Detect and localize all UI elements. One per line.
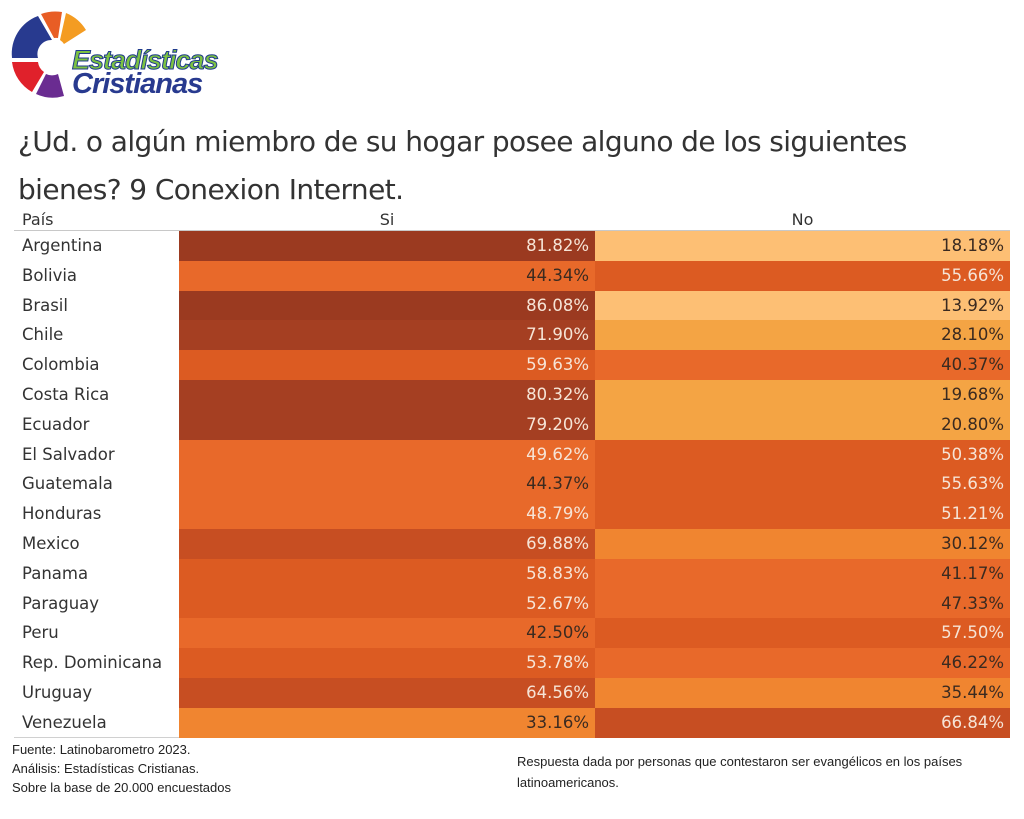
footer-note: Respuesta dada por personas que contesta…: [517, 754, 963, 790]
country-label: Mexico: [22, 533, 80, 553]
logo-text-line1: Estadísticas: [72, 45, 220, 76]
country-label: Brasil: [22, 295, 68, 315]
si-cell: 48.79%: [179, 499, 595, 529]
no-cell: 35.44%: [595, 677, 1010, 708]
si-cell: 71.90%: [179, 320, 595, 351]
column-header-no: No: [791, 210, 814, 229]
country-label: Chile: [22, 325, 64, 345]
header-divider: [14, 230, 1010, 231]
column-header-si: Si: [379, 210, 395, 229]
si-cell: 79.20%: [179, 409, 595, 440]
column-header-country: País: [22, 210, 54, 229]
no-cell: 28.10%: [595, 320, 1010, 351]
table-row: Rep. Dominicana 53.78% 46.22%: [14, 648, 1010, 678]
si-cell: 64.56%: [179, 677, 595, 708]
no-cell: 55.63%: [595, 469, 1010, 500]
table-row: Peru 42.50% 57.50%: [14, 618, 1010, 649]
table-row: Argentina 81.82% 18.18%: [14, 231, 1010, 261]
si-cell: 53.78%: [179, 648, 595, 678]
logo-ring-icon: [11, 11, 86, 98]
table-row: Colombia 59.63% 40.37%: [14, 350, 1010, 380]
table-row: Guatemala 44.37% 55.63%: [14, 469, 1010, 500]
si-cell: 42.50%: [179, 618, 595, 649]
table-row: Honduras 48.79% 51.21%: [14, 499, 1010, 529]
no-cell: 46.22%: [595, 648, 1010, 678]
logo: Estadísticas Cristianas: [8, 8, 278, 100]
si-cell: 81.82%: [179, 231, 595, 261]
no-cell: 40.37%: [595, 350, 1010, 380]
si-cell: 69.88%: [179, 528, 595, 559]
si-cell: 58.83%: [179, 558, 595, 589]
data-table: Argentina 81.82% 18.18% Bolivia 44.34% 55.66%…: [14, 231, 1010, 738]
country-label: Rep. Dominicana: [22, 653, 163, 673]
no-cell: 30.12%: [595, 528, 1010, 559]
no-cell: 57.50%: [595, 618, 1010, 649]
country-label: Uruguay: [22, 682, 93, 702]
table-row: Panama 58.83% 41.17%: [14, 558, 1010, 589]
country-label: Venezuela: [22, 712, 107, 732]
country-label: Guatemala: [22, 474, 113, 494]
country-label: Bolivia: [22, 265, 78, 285]
no-cell: 50.38%: [595, 439, 1010, 470]
footer-base: Sobre la base de 20.000 encuestados: [12, 780, 232, 795]
footer-analysis: Análisis: Estadísticas Cristianas.: [12, 761, 200, 776]
si-cell: 52.67%: [179, 588, 595, 619]
si-cell: 49.62%: [179, 439, 595, 470]
si-cell: 86.08%: [179, 290, 595, 321]
no-cell: 18.18%: [595, 231, 1010, 261]
country-label: Honduras: [22, 504, 102, 524]
table-row: El Salvador 49.62% 50.38%: [14, 439, 1010, 470]
table-row: Mexico 69.88% 30.12%: [14, 528, 1010, 559]
table-row: Uruguay 64.56% 35.44%: [14, 677, 1010, 708]
table-row: Venezuela 33.16% 66.84%: [14, 707, 1010, 738]
bottom-divider: [14, 737, 179, 738]
logo-text-line2: Cristianas: [72, 68, 203, 100]
no-cell: 51.21%: [595, 499, 1010, 529]
table-row: Costa Rica 80.32% 19.68%: [14, 379, 1010, 410]
footer-left: Fuente: Latinobarometro 2023. Análisis: …: [12, 740, 231, 797]
country-label: Costa Rica: [22, 384, 110, 404]
table-row: Ecuador 79.20% 20.80%: [14, 409, 1010, 440]
table-row: Bolivia 44.34% 55.66%: [14, 260, 1010, 291]
chart-title: ¿Ud. o algún miembro de su hogar posee a…: [18, 125, 907, 206]
si-cell: 44.34%: [179, 260, 595, 291]
country-label: Ecuador: [22, 414, 90, 434]
si-cell: 33.16%: [179, 707, 595, 738]
no-cell: 13.92%: [595, 290, 1010, 321]
no-cell: 19.68%: [595, 379, 1010, 410]
si-cell: 59.63%: [179, 350, 595, 380]
no-cell: 41.17%: [595, 558, 1010, 589]
country-label: Colombia: [22, 355, 100, 375]
no-cell: 66.84%: [595, 707, 1010, 738]
si-cell: 80.32%: [179, 379, 595, 410]
country-label: El Salvador: [22, 444, 115, 464]
country-label: Panama: [22, 563, 89, 583]
no-cell: 47.33%: [595, 588, 1010, 619]
country-label: Argentina: [22, 236, 103, 255]
country-label: Paraguay: [22, 593, 100, 613]
table-row: Paraguay 52.67% 47.33%: [14, 588, 1010, 619]
country-label: Peru: [22, 623, 59, 643]
footer-source: Fuente: Latinobarometro 2023.: [12, 742, 191, 757]
table-row: Chile 71.90% 28.10%: [14, 320, 1010, 351]
no-cell: 55.66%: [595, 260, 1010, 291]
no-cell: 20.80%: [595, 409, 1010, 440]
table-row: Brasil 86.08% 13.92%: [14, 290, 1010, 321]
si-cell: 44.37%: [179, 469, 595, 500]
